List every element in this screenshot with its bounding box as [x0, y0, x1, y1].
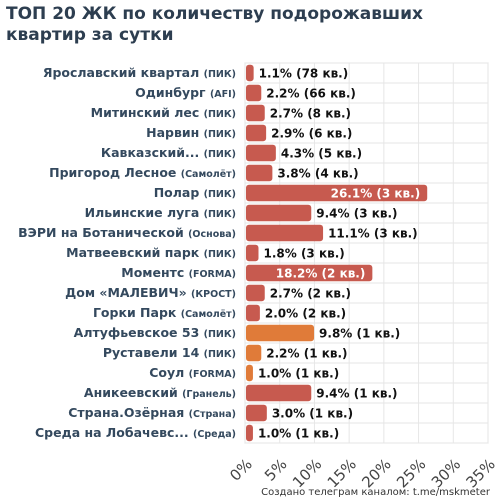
y-tick-label: Нарвин (ПИК): [146, 125, 236, 140]
y-tick-label: Митинский лес (ПИК): [91, 105, 236, 120]
x-tick-label: 5%: [261, 455, 291, 485]
data-label: 3.8% (4 кв.): [277, 167, 358, 181]
bar: [246, 324, 315, 342]
bar: [246, 224, 324, 242]
y-tick-label: Дом «МАЛЕВИЧ» (КРОСТ): [65, 285, 236, 300]
bar: [246, 64, 254, 82]
data-label: 2.2% (66 кв.): [266, 87, 356, 101]
data-label: 18.2% (2 кв.): [276, 267, 366, 281]
x-tick-label: 30%: [428, 455, 464, 491]
bar: [246, 364, 253, 382]
y-tick-label: Среда на Лобачевс... (Среда): [35, 425, 236, 440]
bar: [246, 284, 265, 302]
chart-title-line-1: ТОП 20 ЖК по количеству подорожавших: [6, 4, 423, 24]
y-tick-label: Пригород Лесное (Самолёт): [49, 165, 236, 180]
bar: [246, 124, 267, 142]
data-label: 11.1% (3 кв.): [328, 227, 418, 241]
y-tick-label: Матвеевский парк (ПИК): [66, 245, 236, 260]
y-tick-label: Соул (FORMA): [149, 365, 236, 380]
y-tick-label: Полар (ПИК): [154, 185, 236, 200]
x-tick-label: 0%: [226, 455, 256, 485]
bar: [246, 104, 265, 122]
bar: [246, 344, 262, 362]
bar: [246, 164, 273, 182]
bar: [246, 84, 262, 102]
bar: [246, 404, 267, 422]
data-label: 2.2% (1 кв.): [266, 347, 347, 361]
bar: [246, 264, 373, 282]
y-tick-label: Страна.Озёрная (Страна): [68, 405, 236, 420]
y-tick-label: Аникеевский (Гранель): [84, 385, 236, 400]
data-label: 4.3% (5 кв.): [281, 147, 362, 161]
data-label: 9.4% (3 кв.): [316, 207, 397, 221]
data-label: 3.0% (1 кв.): [272, 407, 353, 421]
x-tick-label: 10%: [289, 455, 325, 491]
plot-area: [244, 62, 489, 444]
data-label: 1.0% (1 кв.): [258, 367, 339, 381]
data-label: 2.9% (6 кв.): [271, 127, 352, 141]
chart-title: ТОП 20 ЖК по количеству подорожавших ква…: [6, 4, 423, 46]
data-label: 9.8% (1 кв.): [319, 327, 400, 341]
footer-credit: Создано телеграм каналом: t.me/mskmeter: [261, 487, 490, 498]
data-label: 26.1% (3 кв.): [331, 187, 421, 201]
y-tick-label: Моментс (FORMA): [121, 265, 236, 280]
x-tick-label: 35%: [463, 455, 499, 491]
data-label: 2.0% (2 кв.): [265, 307, 346, 321]
y-tick-label: Ярославский квартал (ПИК): [43, 65, 236, 80]
y-tick-label: ВЭРИ на Ботанической (Основа): [18, 225, 236, 240]
bar: [246, 204, 312, 222]
x-tick-label: 15%: [324, 455, 360, 491]
y-tick-label: Кавказский... (ПИК): [101, 145, 236, 160]
data-label: 2.7% (8 кв.): [270, 107, 351, 121]
bar: [246, 384, 312, 402]
data-label: 1.1% (78 кв.): [259, 67, 349, 81]
bar: [246, 184, 428, 202]
chart-title-line-2: квартир за сутки: [6, 25, 174, 45]
x-tick-label: 25%: [393, 455, 429, 491]
bar: [246, 304, 260, 322]
y-tick-label: Горки Парк (Самолёт): [93, 305, 236, 320]
data-label: 9.4% (1 кв.): [316, 387, 397, 401]
data-label: 2.7% (2 кв.): [270, 287, 351, 301]
x-tick-label: 20%: [358, 455, 394, 491]
bar: [246, 144, 276, 162]
data-label: 1.8% (3 кв.): [263, 247, 344, 261]
y-tick-label: Одинбург (AFI): [135, 85, 236, 100]
y-tick-label: Руставели 14 (ПИК): [103, 345, 236, 360]
y-tick-label: Ильинские луга (ПИК): [85, 205, 236, 220]
y-tick-label: Алтуфьевское 53 (ПИК): [74, 325, 236, 340]
bar: [246, 424, 253, 442]
data-label: 1.0% (1 кв.): [258, 427, 339, 441]
bar: [246, 244, 259, 262]
